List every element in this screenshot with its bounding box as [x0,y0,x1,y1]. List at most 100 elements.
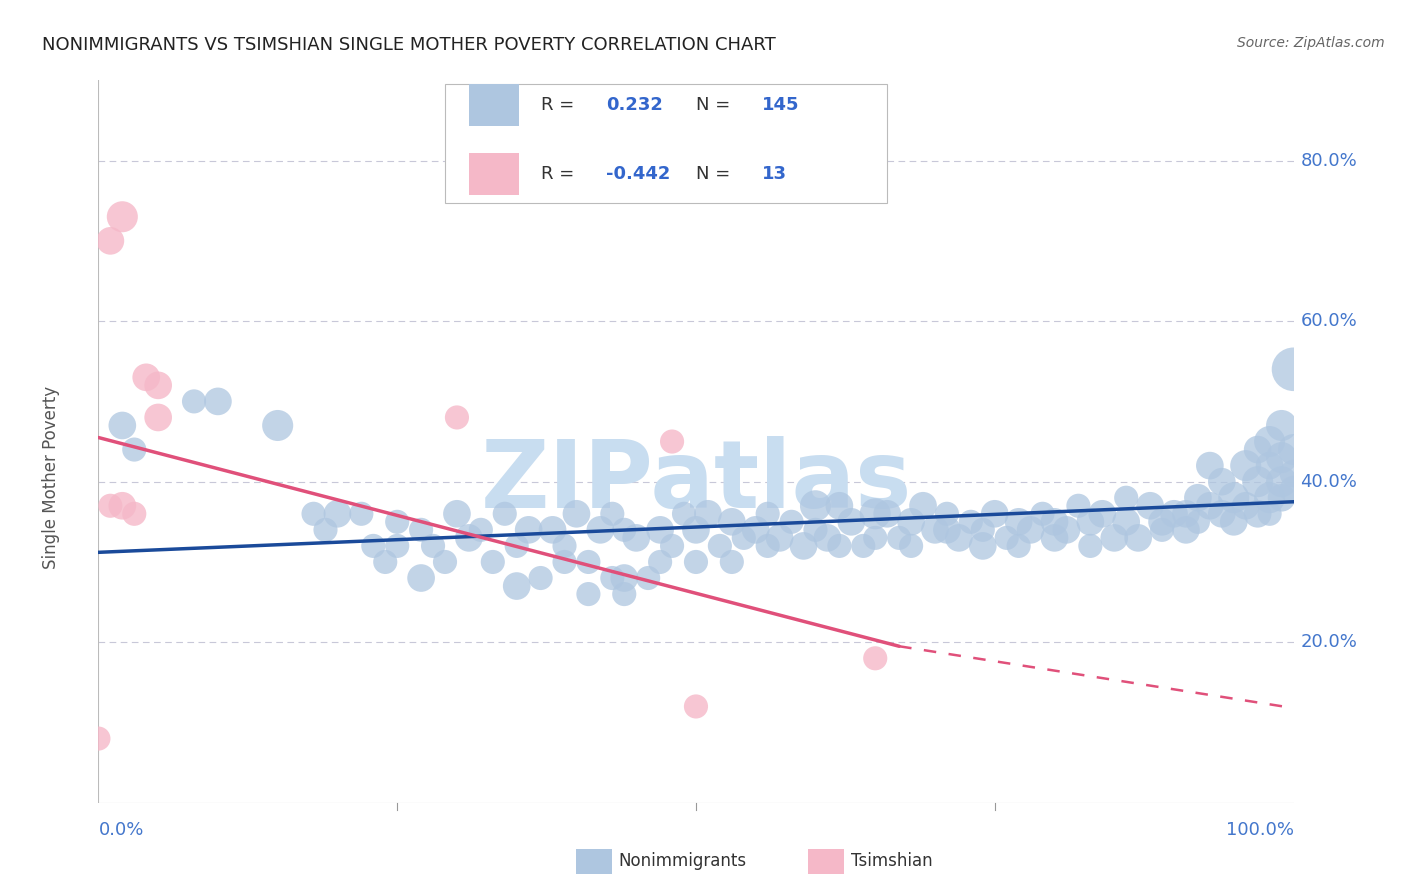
Point [1271,418,1294,433]
Point [602,571,624,585]
Point [1128,531,1150,545]
Point [1211,475,1233,489]
Point [541,523,564,537]
Point [1282,467,1305,481]
Text: ZIPatlas: ZIPatlas [481,435,911,528]
Point [780,515,803,529]
Point [422,539,444,553]
Text: 20.0%: 20.0% [1301,633,1357,651]
Point [1271,491,1294,505]
Point [481,555,505,569]
Point [434,555,457,569]
Point [1008,539,1031,553]
Point [148,410,170,425]
Point [111,210,134,224]
Point [98,499,122,513]
Point [506,579,529,593]
Point [1139,499,1161,513]
Point [948,531,970,545]
Point [602,507,624,521]
Point [446,507,468,521]
Point [1223,491,1246,505]
Point [315,523,337,537]
Point [1247,507,1270,521]
Text: Tsimshian: Tsimshian [851,852,932,870]
Point [494,507,516,521]
Point [87,731,110,746]
Point [1175,507,1198,521]
Point [589,523,612,537]
Point [721,515,744,529]
Point [111,499,134,513]
Text: 0.232: 0.232 [606,96,664,114]
Point [697,507,720,521]
Text: -0.442: -0.442 [606,165,671,183]
Point [613,571,636,585]
Point [470,523,492,537]
Point [733,531,755,545]
Point [841,515,863,529]
Point [1080,515,1102,529]
Point [900,539,922,553]
Point [1115,515,1137,529]
Point [98,234,122,248]
Point [350,507,373,521]
Point [1067,499,1090,513]
Point [1187,491,1209,505]
Point [267,418,290,433]
Point [815,531,838,545]
Point [673,507,696,521]
Point [1163,507,1185,521]
Point [1187,515,1209,529]
Point [1258,434,1281,449]
Text: 80.0%: 80.0% [1301,152,1357,169]
Text: 13: 13 [762,165,787,183]
Point [756,507,779,521]
Point [363,539,385,553]
Point [1282,483,1305,497]
Point [911,499,934,513]
Point [661,434,683,449]
Point [554,555,576,569]
Point [124,507,146,521]
Point [1199,458,1222,473]
Point [1271,450,1294,465]
Point [613,587,636,601]
Point [1258,458,1281,473]
Point [995,531,1018,545]
Point [446,410,468,425]
Point [1056,523,1078,537]
Point [960,515,983,529]
FancyBboxPatch shape [470,85,519,127]
Point [865,531,887,545]
Point [385,515,409,529]
Text: N =: N = [696,96,730,114]
Point [411,571,433,585]
Point [1152,515,1174,529]
Text: 40.0%: 40.0% [1301,473,1357,491]
Point [565,507,588,521]
Point [685,699,707,714]
Point [554,539,576,553]
Point [865,651,887,665]
Point [685,555,707,569]
Point [613,523,636,537]
Point [1043,515,1066,529]
Point [1211,507,1233,521]
Point [709,539,731,553]
Text: R =: R = [541,165,574,183]
Point [1271,475,1294,489]
Point [1175,523,1198,537]
Point [900,515,922,529]
Point [936,523,959,537]
Point [828,539,851,553]
Point [1247,442,1270,457]
Point [1104,531,1126,545]
Point [1091,507,1114,521]
Point [1043,531,1066,545]
Point [385,539,409,553]
Point [626,531,648,545]
Point [1258,491,1281,505]
Point [972,539,994,553]
Point [1115,491,1137,505]
